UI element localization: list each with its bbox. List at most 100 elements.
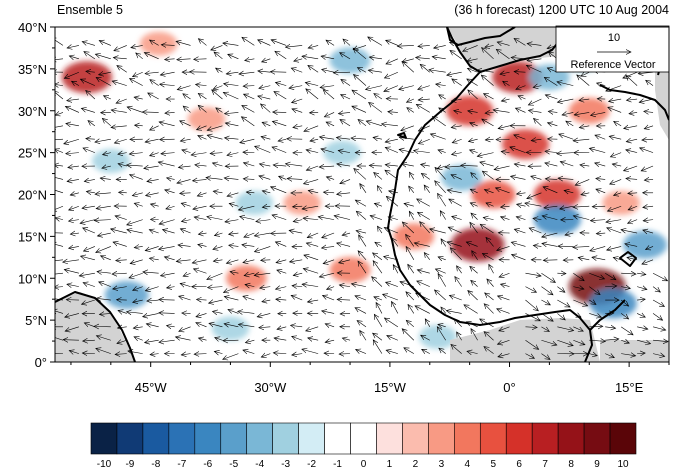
wind-vector — [510, 147, 526, 153]
wind-vector — [97, 233, 111, 236]
wind-vector — [99, 313, 111, 314]
wind-vector — [337, 193, 351, 194]
wind-vector — [243, 260, 255, 263]
wind-vector — [245, 340, 255, 343]
wind-vector — [589, 300, 596, 305]
wind-vector — [356, 231, 367, 233]
wind-vector — [557, 313, 565, 319]
wind-vector — [573, 206, 590, 207]
latitude-axis: 40°N 35°N 30°N 25°N 20°N 15°N 10°N 5°N 0° — [18, 20, 55, 370]
wind-vector — [542, 232, 558, 237]
wind-vector — [342, 233, 351, 235]
wind-vector — [198, 39, 207, 46]
wind-vector — [590, 246, 606, 250]
wind-vector — [642, 259, 654, 264]
wind-vector — [640, 148, 654, 153]
wind-vector — [560, 162, 574, 167]
wind-vector — [321, 56, 335, 59]
colorbar-label: 0 — [361, 459, 367, 470]
wind-vector — [497, 309, 510, 314]
anomaly-cell — [92, 149, 130, 173]
colorbar-label: -4 — [255, 459, 264, 470]
wind-vector — [416, 104, 430, 113]
wind-vector — [461, 165, 478, 166]
wind-vector — [213, 260, 223, 261]
wind-vector — [438, 150, 446, 153]
wind-vector — [557, 82, 574, 86]
wind-vector — [150, 354, 159, 355]
wind-vector — [541, 326, 549, 332]
wind-vector — [527, 59, 542, 61]
wind-vector — [83, 246, 95, 251]
colorbar-swatch — [376, 422, 403, 455]
wind-vector — [238, 311, 255, 313]
colorbar-swatch — [298, 422, 325, 455]
wind-vector — [416, 57, 430, 58]
wind-vector — [595, 163, 606, 166]
wind-vector — [67, 45, 79, 48]
wind-vector — [372, 277, 383, 287]
wind-vector — [466, 242, 478, 247]
wind-vector — [499, 273, 510, 277]
wind-vector — [302, 206, 319, 209]
wind-vector — [377, 226, 382, 234]
wind-vector — [527, 44, 542, 46]
wind-vector — [384, 227, 398, 234]
wind-vector — [605, 339, 619, 340]
wind-vector — [637, 287, 647, 290]
wind-vector — [545, 163, 558, 166]
wind-vector — [434, 45, 446, 48]
wind-vector — [512, 255, 526, 261]
wind-vector — [79, 273, 95, 276]
wind-vector — [304, 255, 319, 261]
wind-vector — [99, 282, 111, 287]
wind-vector — [385, 147, 398, 153]
wind-vector — [435, 269, 446, 274]
wind-vector — [482, 253, 494, 261]
wind-vector — [531, 176, 542, 179]
wind-vector — [55, 218, 64, 220]
wind-vector — [558, 178, 574, 179]
wind-vector — [511, 176, 526, 179]
wind-vector — [80, 219, 95, 224]
wind-vector — [227, 153, 239, 156]
colorbar: -10 -9 -8 -7 -6 -5 -4 -3 -2 -1 0 1 2 3 4 5 6 7 8 9 10 — [90, 422, 637, 470]
wind-vector — [272, 215, 287, 220]
colorbar-swatch — [194, 422, 222, 455]
wind-vector — [86, 71, 95, 72]
wind-vector — [291, 295, 303, 301]
wind-vector — [355, 200, 367, 207]
wind-vector — [292, 99, 303, 103]
wind-vector — [69, 351, 80, 354]
wind-vector — [197, 193, 207, 196]
reference-vector-label: Reference Vector — [571, 59, 656, 71]
lat-tick-label: 35°N — [18, 62, 47, 77]
wind-vector — [430, 229, 446, 234]
wind-vector — [447, 72, 462, 75]
wind-vector — [573, 139, 590, 141]
wind-vector — [144, 53, 159, 60]
wind-vector — [191, 153, 207, 155]
colorbar-swatch — [609, 422, 637, 455]
colorbar-swatch — [557, 422, 585, 455]
wind-vector — [240, 217, 255, 220]
wind-vector — [293, 126, 303, 128]
wind-vector — [533, 86, 542, 88]
wind-vector — [181, 220, 191, 222]
anomaly-cell — [623, 230, 668, 259]
wind-vector — [498, 296, 510, 301]
lon-tick-label: 15°E — [615, 380, 644, 395]
coast-south-america — [55, 291, 136, 362]
wind-vector — [545, 179, 558, 180]
wind-vector — [355, 308, 367, 314]
wind-vector — [383, 294, 398, 301]
wind-vector — [114, 45, 127, 50]
wind-vector — [160, 72, 175, 75]
wind-vector — [434, 290, 446, 301]
wind-vector — [407, 108, 415, 113]
wind-vector — [323, 260, 335, 264]
wind-vector — [261, 354, 271, 357]
wind-vector — [293, 273, 303, 275]
wind-vector — [610, 152, 622, 157]
wind-vector — [83, 283, 95, 287]
